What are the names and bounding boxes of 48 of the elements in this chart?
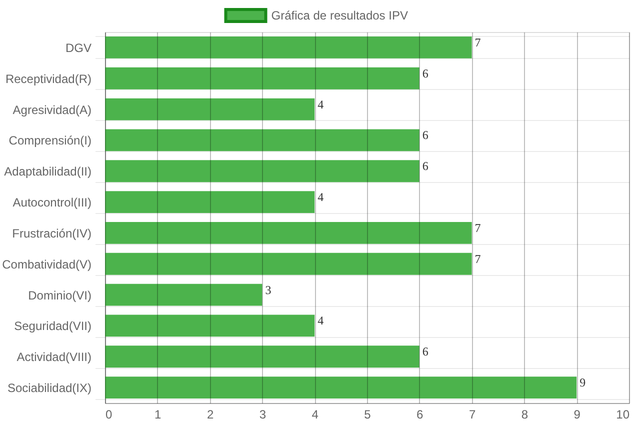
data-label: 4 bbox=[318, 314, 324, 328]
data-label: 9 bbox=[580, 376, 586, 390]
data-label: 7 bbox=[474, 220, 481, 235]
legend-label: Gráfica de resultados IPV bbox=[271, 8, 408, 22]
bar bbox=[105, 346, 420, 368]
x-tick-label: 5 bbox=[364, 408, 372, 422]
y-tick-label: Autocontrol(III) bbox=[12, 196, 92, 210]
y-tick-label: Comprensión(I) bbox=[8, 134, 92, 148]
bar bbox=[105, 376, 577, 399]
data-label: 6 bbox=[422, 344, 428, 359]
bar bbox=[105, 191, 315, 214]
data-label: 4 bbox=[318, 97, 324, 112]
y-tick-label: Frustración(IV) bbox=[12, 226, 92, 240]
data-label: 6 bbox=[422, 128, 428, 142]
data-label: 4 bbox=[318, 190, 324, 204]
bar bbox=[105, 252, 472, 275]
x-tick-label: 9 bbox=[574, 408, 581, 422]
x-tick-label: 1 bbox=[154, 408, 162, 422]
y-tick-label: Seguridad(VII) bbox=[14, 319, 92, 334]
y-tick-label: Agresividad(A) bbox=[12, 102, 92, 117]
x-tick-label: 8 bbox=[521, 408, 528, 422]
x-tick-label: 3 bbox=[259, 408, 266, 422]
x-tick-label: 10 bbox=[616, 408, 630, 422]
data-label: 6 bbox=[422, 66, 428, 80]
x-tick-label: 4 bbox=[312, 408, 319, 422]
data-label: 3 bbox=[265, 282, 272, 297]
data-label: 7 bbox=[474, 35, 481, 50]
bar bbox=[105, 98, 315, 120]
bar bbox=[105, 284, 262, 306]
data-label: 7 bbox=[474, 252, 481, 266]
y-tick-label: DGV bbox=[65, 40, 92, 55]
x-tick-label: 2 bbox=[206, 408, 214, 422]
y-tick-label: Actividad(VIII) bbox=[16, 350, 92, 364]
bar bbox=[105, 67, 420, 90]
bar bbox=[105, 222, 472, 244]
y-tick-label: Combatividad(V) bbox=[2, 257, 92, 272]
x-tick-label: 7 bbox=[468, 408, 476, 422]
bar bbox=[105, 36, 472, 58]
y-tick-label: Sociabilidad(IX) bbox=[7, 381, 92, 396]
bar bbox=[105, 314, 315, 337]
bar bbox=[105, 160, 420, 182]
y-tick-label: Dominio(VI) bbox=[28, 288, 92, 302]
bar bbox=[105, 129, 420, 152]
y-tick-label: Receptividad(R) bbox=[5, 72, 92, 86]
data-label: 6 bbox=[422, 159, 428, 174]
x-tick-label: 6 bbox=[416, 408, 424, 422]
x-tick-label: 0 bbox=[106, 408, 112, 422]
y-tick-label: Adaptabilidad(II) bbox=[4, 164, 92, 179]
